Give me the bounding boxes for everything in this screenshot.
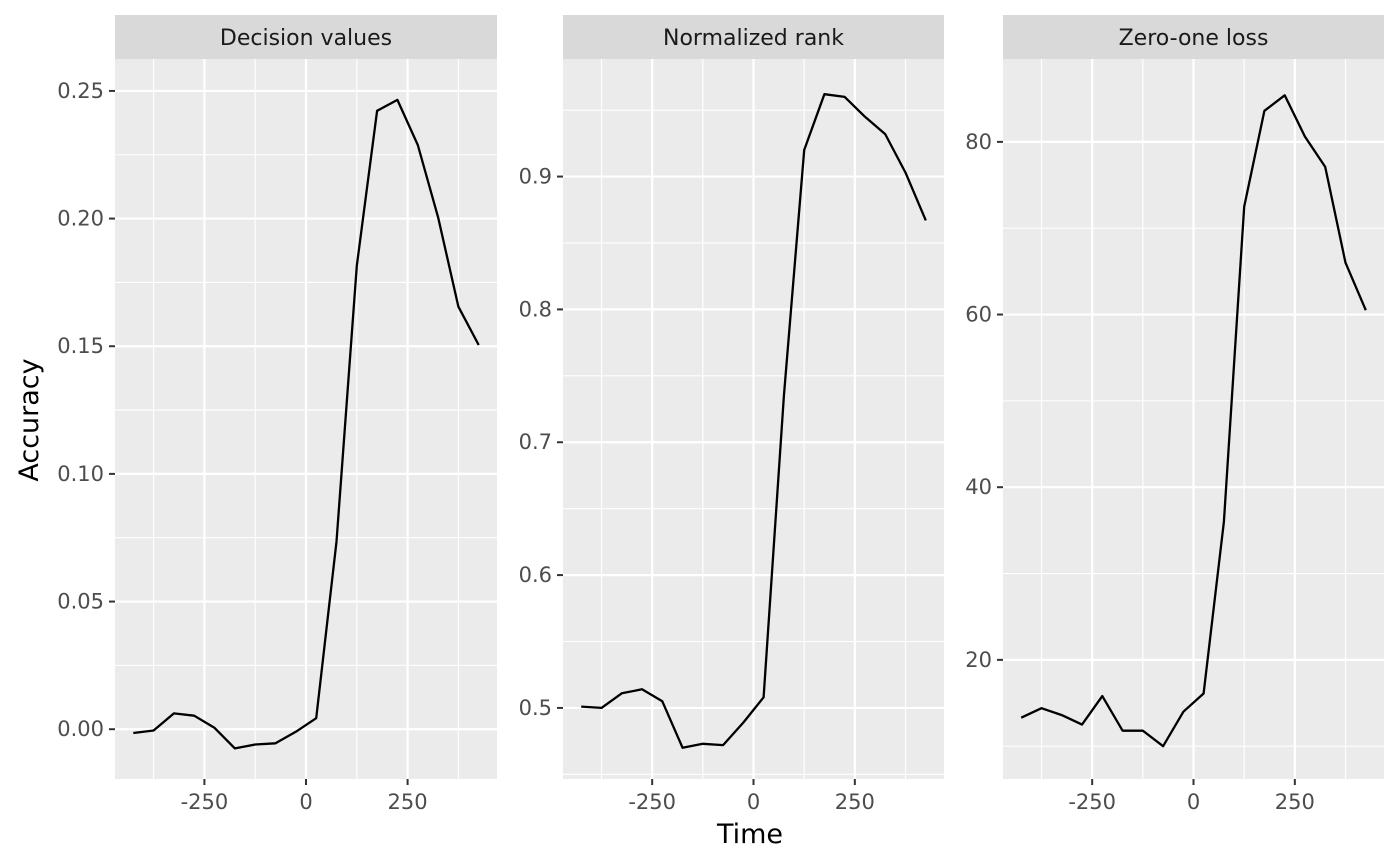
y-tick-label: 0.00 <box>57 717 104 741</box>
x-tick-label: -250 <box>1068 790 1116 814</box>
y-axis-title: Accuracy <box>14 358 45 481</box>
y-tick-label: 0.7 <box>519 430 552 454</box>
facet-panel: Normalized rank 0.5 0.6 0.7 0.8 0.9 -250 0 250 <box>519 15 944 814</box>
x-tick-label: 0 <box>299 790 312 814</box>
y-tick-label: 0.8 <box>519 297 552 321</box>
facet-strip <box>1003 15 1384 59</box>
x-tick-label: 0 <box>1187 790 1200 814</box>
facet-panel: Zero-one loss 20 40 60 80 -250 0 250 <box>965 15 1384 814</box>
y-tick-label: 0.5 <box>519 696 552 720</box>
y-tick-label: 80 <box>965 130 992 154</box>
facet-panel: Decision values 0.00 0.05 0.10 0.15 0.20 0.25 -… <box>57 15 497 814</box>
y-tick-label: 0.10 <box>57 462 104 486</box>
facet-strip-label: Zero-one loss <box>1119 26 1269 51</box>
facet-strip <box>563 15 944 59</box>
y-tick-label: 0.9 <box>519 165 552 189</box>
y-tick-label: 20 <box>965 648 992 672</box>
x-tick-label: 0 <box>747 790 760 814</box>
series-line <box>1020 94 1367 748</box>
facet-strip <box>115 15 497 59</box>
x-tick-label: 250 <box>835 790 875 814</box>
x-axis-title: Time <box>716 819 783 850</box>
x-tick-label: 250 <box>1275 790 1315 814</box>
series-line <box>581 93 927 749</box>
x-tick-label: -250 <box>181 790 229 814</box>
y-tick-label: 0.6 <box>519 563 552 587</box>
y-tick-label: 0.15 <box>57 334 104 358</box>
y-tick-label: 40 <box>965 475 992 499</box>
facet-strip-label: Decision values <box>220 26 392 51</box>
y-tick-label: 0.20 <box>57 207 104 231</box>
facet-strip-label: Normalized rank <box>663 26 844 51</box>
panels-layer: Decision values 0.00 0.05 0.10 0.15 0.20 0.25 -… <box>57 15 1384 814</box>
x-tick-label: -250 <box>628 790 676 814</box>
x-tick-label: 250 <box>388 790 428 814</box>
y-tick-label: 60 <box>965 303 992 327</box>
y-tick-label: 0.05 <box>57 590 104 614</box>
series-line <box>133 98 480 750</box>
y-tick-label: 0.25 <box>57 79 104 103</box>
